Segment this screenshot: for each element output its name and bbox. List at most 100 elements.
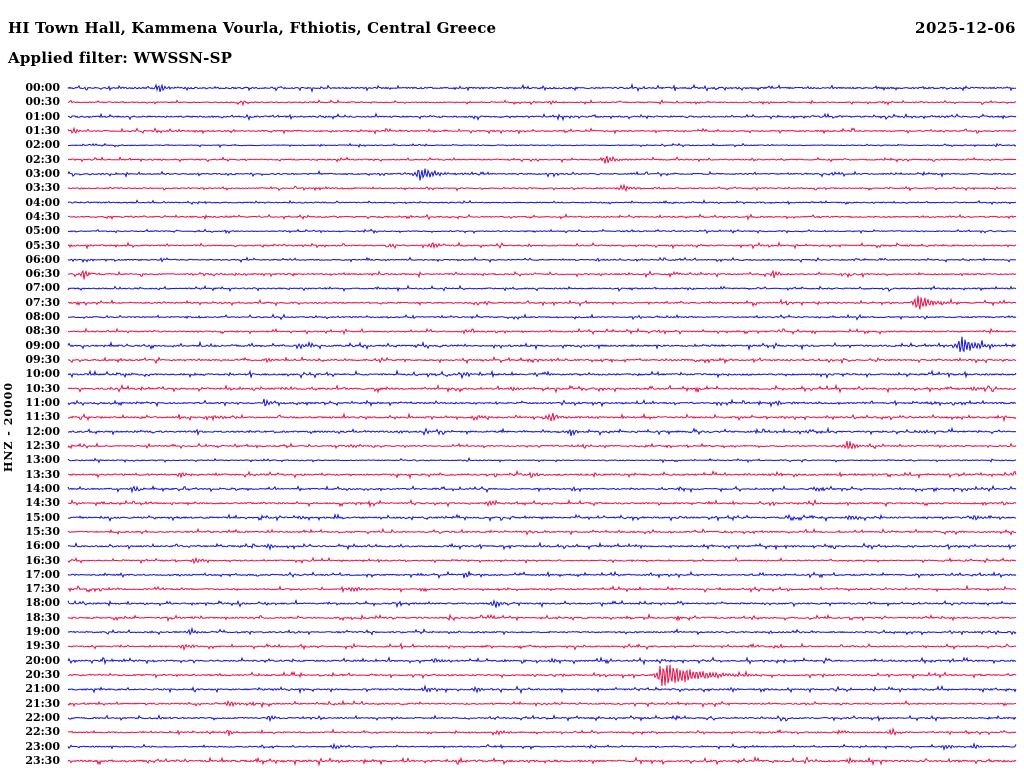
time-label: 07:00 <box>25 281 60 295</box>
time-label: 02:30 <box>25 152 60 166</box>
time-label: 05:00 <box>25 224 60 238</box>
time-label: 00:30 <box>25 95 60 109</box>
time-label: 16:30 <box>25 553 60 567</box>
time-label: 07:30 <box>25 295 60 309</box>
time-label: 08:30 <box>25 324 60 338</box>
time-label: 15:30 <box>25 524 60 538</box>
trace-row-0000 <box>67 83 1017 94</box>
trace-row-1430 <box>67 498 1017 509</box>
trace-row-1200 <box>67 426 1017 437</box>
trace-row-1600 <box>67 541 1017 552</box>
time-label: 18:00 <box>25 596 60 610</box>
trace-row-1800 <box>67 598 1017 609</box>
time-label: 08:00 <box>25 310 60 324</box>
time-label: 01:30 <box>25 123 60 137</box>
time-label: 06:30 <box>25 267 60 281</box>
time-label: 09:30 <box>25 353 60 367</box>
trace-row-0930 <box>67 355 1017 365</box>
trace-row-1930 <box>67 642 1017 652</box>
date-label: 2025-12-06 <box>915 19 1016 37</box>
time-label: 20:00 <box>25 653 60 667</box>
time-label: 15:00 <box>25 510 60 524</box>
time-label: 04:00 <box>25 195 60 209</box>
trace-row-2200 <box>67 714 1017 723</box>
time-label: 22:30 <box>25 725 60 739</box>
trace-row-1100 <box>67 398 1017 408</box>
trace-row-0200 <box>67 142 1017 149</box>
time-label: 14:30 <box>25 496 60 510</box>
trace-row-1530 <box>67 527 1017 536</box>
trace-row-2330 <box>67 755 1017 767</box>
trace-row-0800 <box>67 313 1017 321</box>
trace-row-0400 <box>67 199 1017 206</box>
time-label: 19:30 <box>25 639 60 653</box>
trace-row-0430 <box>68 213 1017 221</box>
trace-row-0630 <box>68 269 1017 280</box>
time-label: 17:30 <box>25 582 60 596</box>
trace-row-1400 <box>67 484 1017 494</box>
trace-row-2230 <box>67 726 1017 737</box>
time-label: 23:30 <box>25 753 60 767</box>
time-label: 17:00 <box>25 567 60 581</box>
time-label: 03:30 <box>25 181 60 195</box>
time-label: 23:00 <box>25 739 60 753</box>
time-label: 19:00 <box>25 625 60 639</box>
trace-row-2000 <box>67 656 1017 666</box>
time-label: 16:00 <box>25 539 60 553</box>
trace-row-2300 <box>67 742 1017 752</box>
trace-row-1830 <box>67 612 1017 623</box>
time-label: 20:30 <box>25 668 60 682</box>
trace-row-1030 <box>67 383 1016 394</box>
trace-row-2130 <box>67 699 1017 709</box>
time-label: 00:00 <box>25 81 60 94</box>
time-label: 13:30 <box>25 467 60 481</box>
time-label: 06:00 <box>25 252 60 266</box>
time-label: 01:00 <box>25 109 60 123</box>
time-label: 10:30 <box>25 381 60 395</box>
trace-row-0230 <box>67 155 1017 164</box>
trace-row-2030 <box>67 664 1017 687</box>
trace-row-1730 <box>67 584 1017 594</box>
trace-row-1130 <box>67 412 1017 423</box>
time-label: 11:30 <box>25 410 60 424</box>
trace-row-0900 <box>67 336 1017 353</box>
time-label: 10:00 <box>25 367 60 381</box>
time-label: 21:00 <box>25 682 60 696</box>
time-label: 12:30 <box>25 438 60 452</box>
trace-row-1330 <box>67 469 1017 480</box>
time-label: 21:30 <box>25 696 60 710</box>
trace-row-0030 <box>67 99 1017 107</box>
time-label: 13:00 <box>25 453 60 467</box>
trace-row-0530 <box>67 241 1017 250</box>
time-label: 09:00 <box>25 338 60 352</box>
station-title: HI Town Hall, Kammena Vourla, Fthiotis, … <box>8 19 497 37</box>
time-label: 14:00 <box>25 481 60 495</box>
trace-row-2100 <box>67 684 1017 695</box>
time-label: 03:00 <box>25 166 60 180</box>
time-label: 22:00 <box>25 711 60 725</box>
trace-row-1900 <box>67 626 1017 636</box>
trace-row-0130 <box>67 126 1017 135</box>
trace-row-1700 <box>67 570 1017 579</box>
trace-row-1230 <box>67 441 1017 450</box>
time-label: 05:30 <box>25 238 60 252</box>
trace-row-1300 <box>67 456 1017 464</box>
trace-row-0700 <box>67 284 1017 293</box>
time-label: 11:00 <box>25 396 60 410</box>
trace-row-0830 <box>67 327 1017 336</box>
trace-row-0330 <box>67 183 1017 193</box>
trace-row-1630 <box>67 556 1016 565</box>
trace-row-0100 <box>67 112 1017 122</box>
filter-label: Applied filter: WWSSN-SP <box>8 49 233 67</box>
trace-row-0730 <box>67 295 1017 310</box>
trace-row-1500 <box>68 512 1017 523</box>
time-label: 18:30 <box>25 610 60 624</box>
trace-row-0600 <box>68 256 1017 264</box>
trace-row-1000 <box>67 369 1017 380</box>
trace-row-0300 <box>67 168 1016 181</box>
time-label: 02:00 <box>25 138 60 152</box>
trace-row-0500 <box>67 228 1017 235</box>
time-label: 12:00 <box>25 424 60 438</box>
